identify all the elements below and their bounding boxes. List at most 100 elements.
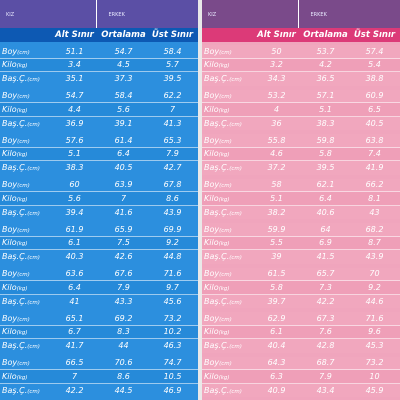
value-cell: 44.8 bbox=[163, 252, 182, 262]
label-unit-kilo: (kg) bbox=[218, 152, 230, 159]
row-bas: Baş.Ç.(cm) 41.7 44 46.3 bbox=[0, 339, 198, 353]
label-unit-boy: (cm) bbox=[219, 227, 232, 234]
value-cell: 39.7 bbox=[267, 296, 286, 306]
label-unit-boy: (cm) bbox=[219, 316, 232, 323]
value-cell: 7.9 bbox=[166, 149, 179, 159]
value-cell: 60 bbox=[69, 180, 80, 190]
value-cell: 42.2 bbox=[65, 385, 84, 395]
value-cell: 9.2 bbox=[166, 238, 179, 248]
value-cell: 39.4 bbox=[65, 207, 84, 217]
tab-erkek[interactable]: ERKEK bbox=[297, 0, 400, 28]
row-label-kilo: Kilo(kg) bbox=[0, 149, 50, 158]
row-boy: Boy(cm) 50 53.7 57.4 bbox=[202, 45, 400, 59]
value-cell: 41.5 bbox=[316, 252, 335, 262]
value-cell: 71.6 bbox=[163, 269, 182, 279]
label-kilo: Kilo bbox=[2, 327, 17, 337]
label-kilo: Kilo bbox=[2, 60, 17, 70]
value-cell: 46.9 bbox=[163, 385, 182, 395]
tab-kiz[interactable]: KIZ bbox=[6, 12, 15, 18]
row-label-kilo: Kilo(kg) bbox=[0, 60, 50, 69]
value-cell: 8.6 bbox=[117, 371, 130, 381]
value-cell: 40.6 bbox=[316, 207, 335, 217]
row-bas: Baş.Ç.(cm) 36 38.3 40.5 bbox=[202, 116, 400, 131]
value-cell: 8.3 bbox=[117, 327, 130, 337]
value-cell: 44.6 bbox=[365, 296, 384, 306]
value-cell: 5.5 bbox=[270, 238, 283, 248]
row-kilo: Kilo(kg) 6.7 8.3 10.2 bbox=[0, 325, 198, 340]
header-alt-sinir: Alt Sınır bbox=[257, 30, 296, 40]
label-boy: Boy bbox=[2, 269, 18, 279]
label-unit-kilo: (kg) bbox=[16, 330, 28, 337]
value-cell: 62.1 bbox=[316, 180, 335, 190]
label-unit-bas: (cm) bbox=[27, 166, 40, 173]
right-panel: KIZ ERKEK Alt Sınır Ortalama Üst Sınır Boy(cm… bbox=[202, 0, 400, 400]
value-cell: 73.2 bbox=[163, 313, 182, 323]
value-cell: 5.8 bbox=[270, 282, 283, 292]
value-cell: 7.3 bbox=[319, 282, 332, 292]
value-cell: 6.4 bbox=[319, 193, 332, 203]
measurement-group: Boy(cm) 57.6 61.4 65.3 Kilo(kg) 5.1 6.4 7.9 Baş.… bbox=[0, 134, 198, 175]
row-boy: Boy(cm) 62.9 67.3 71.6 bbox=[202, 312, 400, 326]
row-boy: Boy(cm) 51.1 54.7 58.4 bbox=[0, 45, 198, 59]
value-cell: 6.1 bbox=[270, 327, 283, 337]
label-kilo: Kilo bbox=[204, 104, 219, 114]
measurement-group: Boy(cm) 61.5 65.7 70 Kilo(kg) 5.8 7.3 9.2 Baş.Ç.… bbox=[202, 267, 400, 309]
label-bas: Baş.Ç. bbox=[2, 252, 28, 262]
row-kilo: Kilo(kg) 5.5 6.9 8.7 bbox=[202, 236, 400, 251]
value-cell: 57.4 bbox=[365, 46, 384, 56]
label-bas: Baş.Ç. bbox=[204, 385, 230, 395]
value-cell: 45.3 bbox=[365, 341, 384, 351]
label-boy: Boy bbox=[204, 313, 220, 323]
row-bas: Baş.Ç.(cm) 38.2 40.6 43 bbox=[202, 205, 400, 220]
value-cell: 55.8 bbox=[267, 135, 286, 145]
row-kilo: Kilo(kg) 5.8 7.3 9.2 bbox=[202, 281, 400, 295]
measurement-group: Boy(cm) 63.6 67.6 71.6 Kilo(kg) 6.4 7.9 9.7 Baş.… bbox=[0, 267, 198, 309]
row-label-kilo: Kilo(kg) bbox=[0, 105, 50, 114]
label-unit-kilo: (kg) bbox=[16, 63, 28, 70]
measurement-group: Boy(cm) 59.9 64 68.2 Kilo(kg) 5.5 6.9 8.7 Baş.Ç.… bbox=[202, 223, 400, 264]
row-label-boy: Boy(cm) bbox=[0, 47, 50, 56]
tab-kiz[interactable]: KIZ bbox=[208, 12, 217, 18]
measurement-group: Boy(cm) 50 53.7 57.4 Kilo(kg) 3.2 4.2 5.4 Baş.Ç.… bbox=[202, 45, 400, 86]
value-cell: 46.3 bbox=[163, 341, 182, 351]
label-bas: Baş.Ç. bbox=[2, 385, 28, 395]
label-unit-bas: (cm) bbox=[27, 255, 40, 262]
value-cell: 43.4 bbox=[316, 385, 335, 395]
value-cell: 10.2 bbox=[163, 327, 182, 337]
value-cell: 65.3 bbox=[163, 135, 182, 145]
value-cell: 43.3 bbox=[114, 296, 133, 306]
value-cell: 42.8 bbox=[316, 341, 335, 351]
value-cell: 36.9 bbox=[65, 118, 84, 128]
value-cell: 41.6 bbox=[114, 207, 133, 217]
row-label-kilo: Kilo(kg) bbox=[202, 238, 252, 247]
tab-erkek[interactable]: ERKEK bbox=[95, 0, 199, 28]
value-cell: 40.5 bbox=[114, 163, 133, 173]
label-bas: Baş.Ç. bbox=[2, 118, 28, 128]
header-ust-sinir: Üst Sınır bbox=[353, 30, 396, 40]
row-label-bas: Baş.Ç.(cm) bbox=[202, 74, 252, 83]
label-boy: Boy bbox=[2, 91, 18, 101]
label-unit-boy: (cm) bbox=[17, 361, 30, 368]
row-kilo: Kilo(kg) 4.4 5.6 7 bbox=[0, 103, 198, 117]
row-kilo: Kilo(kg) 3.2 4.2 5.4 bbox=[202, 58, 400, 73]
label-boy: Boy bbox=[2, 180, 18, 190]
value-cell: 61.5 bbox=[267, 269, 286, 279]
row-bas: Baş.Ç.(cm) 40.3 42.6 44.8 bbox=[0, 250, 198, 264]
value-cell: 36 bbox=[271, 118, 282, 128]
row-boy: Boy(cm) 63.6 67.6 71.6 bbox=[0, 267, 198, 282]
value-cell: 38.3 bbox=[65, 163, 84, 173]
value-cell: 58 bbox=[271, 180, 282, 190]
value-cell: 71.6 bbox=[365, 313, 384, 323]
label-boy: Boy bbox=[204, 91, 220, 101]
value-cell: 7.9 bbox=[117, 282, 130, 292]
label-unit-bas: (cm) bbox=[27, 210, 40, 217]
value-cell: 5.1 bbox=[319, 104, 332, 114]
value-cell: 41.9 bbox=[365, 163, 384, 173]
row-label-kilo: Kilo(kg) bbox=[202, 60, 252, 69]
label-kilo: Kilo bbox=[204, 193, 219, 203]
value-cell: 51.1 bbox=[65, 46, 84, 56]
label-kilo: Kilo bbox=[2, 104, 17, 114]
label-unit-bas: (cm) bbox=[229, 210, 242, 217]
column-header-row: Alt Sınır Ortalama Üst Sınır bbox=[0, 28, 198, 42]
value-cell: 4 bbox=[273, 104, 280, 114]
